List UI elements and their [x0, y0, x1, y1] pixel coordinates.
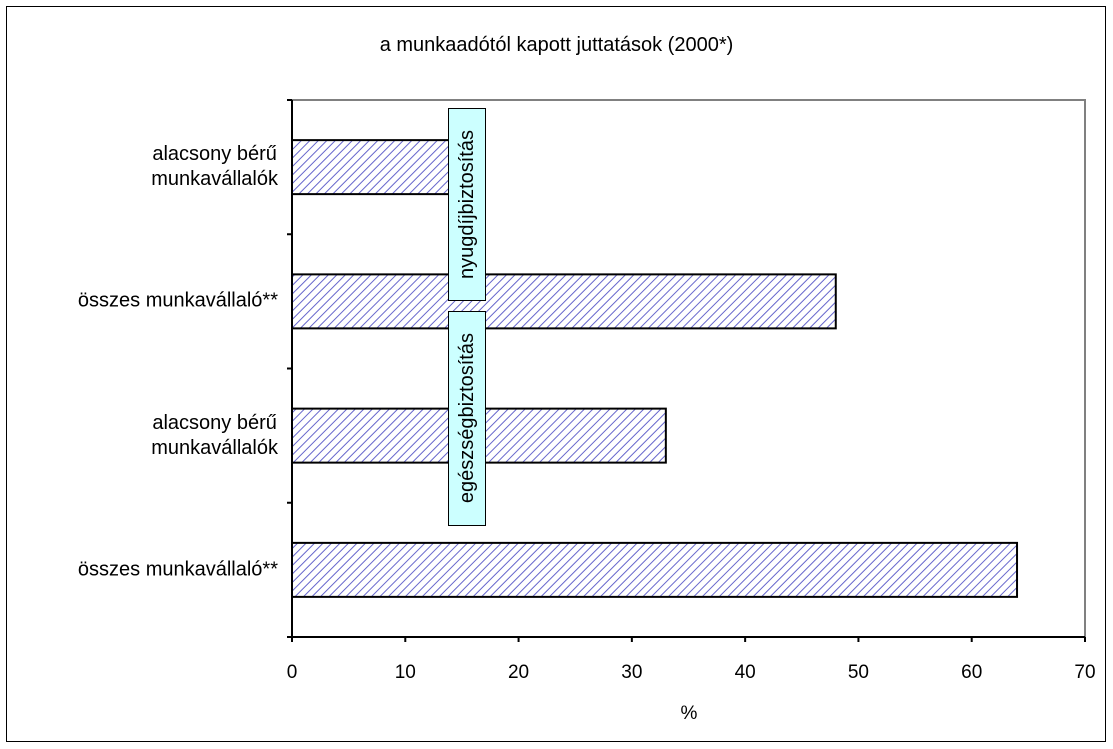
chart-frame	[6, 6, 1106, 742]
x-tick-label-6: 60	[961, 662, 983, 683]
x-tick-label-4: 40	[734, 662, 756, 683]
category-label-1: összes munkavállaló**	[78, 289, 278, 314]
x-tick-label-2: 20	[507, 662, 530, 683]
category-label-line: összes munkavállaló**	[77, 558, 278, 581]
category-label-line: alacsony bérű	[152, 143, 277, 166]
bar-3	[291, 541, 1019, 598]
category-label-line: munkavállalók	[151, 168, 278, 191]
category-label-2: alacsony bérű munkavállalók	[151, 411, 278, 461]
x-tick-label-1: 10	[394, 662, 416, 683]
x-tick-label-3: 30	[621, 662, 643, 683]
x-tick-label-0: 0	[286, 662, 298, 683]
category-label-3: összes munkavállaló**	[78, 557, 278, 582]
category-label-line: összes munkavállaló**	[77, 289, 278, 312]
group-label-1: egészségbiztosítás	[455, 333, 478, 504]
x-tick-label-7: 70	[1074, 662, 1096, 683]
group-label-box-1: egészségbiztosítás	[448, 311, 486, 526]
bar-0	[291, 139, 452, 196]
chart-title: a munkaadótól kapott juttatások (2000*)	[379, 34, 734, 56]
category-label-line: munkavállalók	[151, 436, 278, 459]
x-axis-label: %	[680, 703, 698, 724]
group-label-box-0: nyugdíjbiztosítás	[448, 108, 486, 301]
group-label-0: nyugdíjbiztosítás	[455, 130, 478, 279]
category-label-line: alacsony bérű	[152, 411, 277, 434]
category-label-0: alacsony bérű munkavállalók	[151, 142, 278, 192]
x-tick-label-5: 50	[847, 662, 869, 683]
bar-1	[291, 273, 837, 330]
